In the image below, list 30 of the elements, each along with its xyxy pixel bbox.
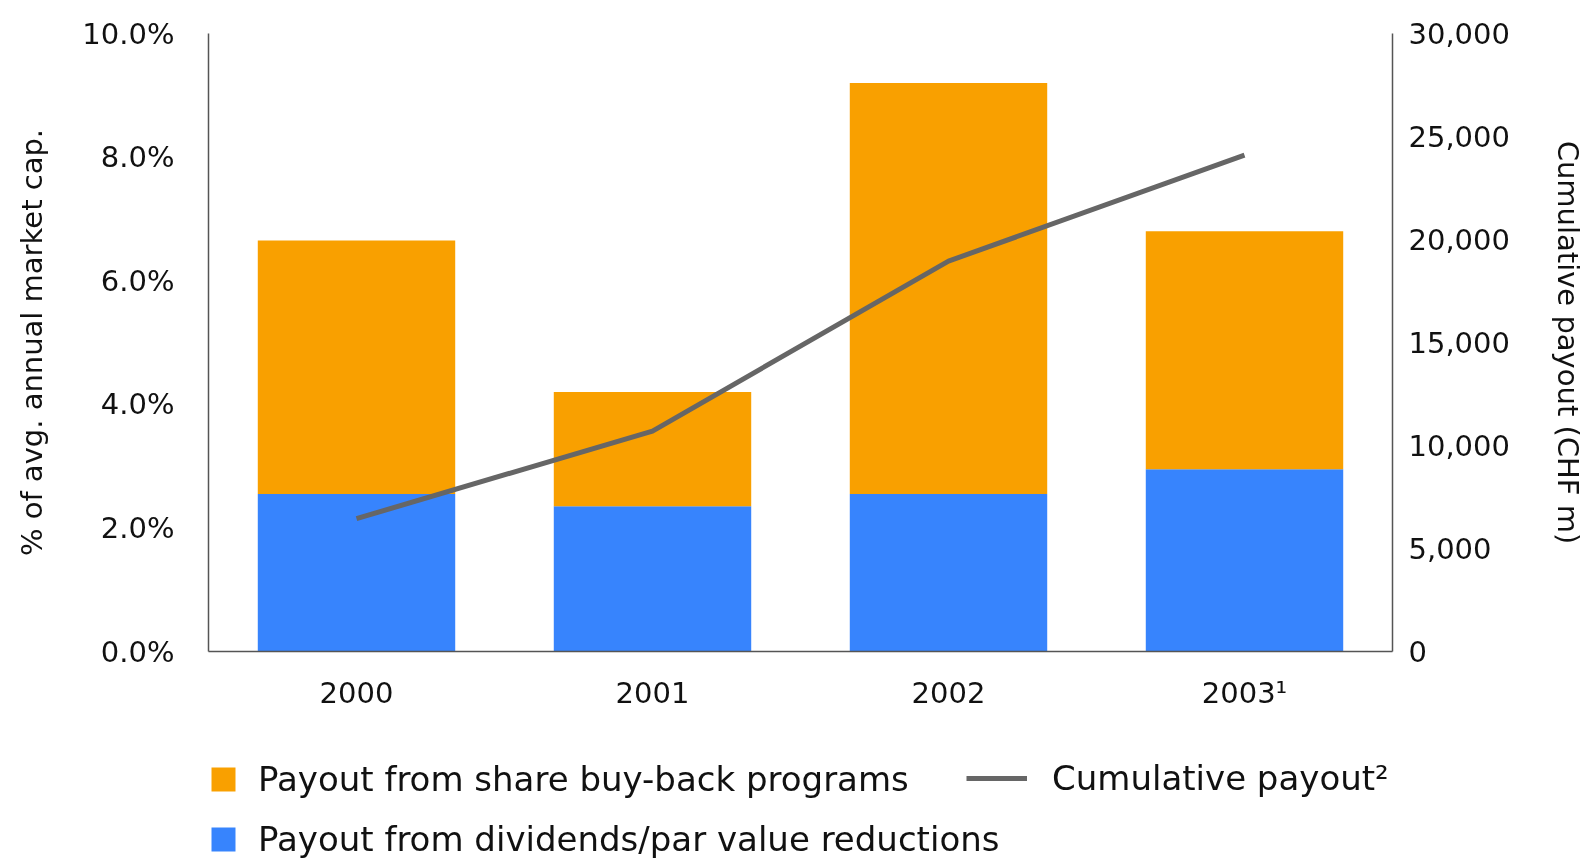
- y-axis-title: % of avg. annual market cap.: [15, 128, 50, 557]
- x-tick-label: 2003¹: [1201, 675, 1288, 710]
- bar: [1145, 469, 1344, 652]
- y-tick-label: 0.0%: [100, 634, 175, 669]
- bar: [553, 391, 752, 507]
- y-tick-label: 10.0%: [82, 16, 175, 51]
- bar: [1145, 231, 1344, 470]
- y2-tick-label: 30,000: [1408, 17, 1510, 51]
- bar: [553, 506, 752, 652]
- y2-axis-title: Cumulative payout (CHF m): [1550, 140, 1585, 545]
- y-tick-label: 6.0%: [100, 263, 175, 298]
- y-tick-label: 2.0%: [100, 510, 175, 545]
- x-tick-label: 2002: [911, 675, 986, 710]
- bar: [257, 240, 456, 494]
- y2-tick-label: 5,000: [1408, 532, 1492, 566]
- y2-tick-label: 20,000: [1408, 223, 1510, 257]
- y2-tick-label: 25,000: [1408, 120, 1510, 154]
- y-tick-label: 4.0%: [100, 387, 175, 422]
- y2-tick-label: 15,000: [1408, 326, 1510, 360]
- legend-label: Payout from dividends/par value reductions: [258, 819, 1000, 859]
- y2-tick-label: 10,000: [1408, 429, 1510, 463]
- legend-label: Payout from share buy-back programs: [258, 759, 909, 799]
- bar: [849, 82, 1048, 494]
- x-tick-label: 2001: [615, 675, 690, 710]
- bar: [257, 493, 456, 652]
- y2-tick-label: 0: [1408, 635, 1427, 669]
- legend-label: Cumulative payout²: [1052, 758, 1389, 798]
- x-tick-label: 2000: [319, 675, 394, 710]
- bar: [849, 493, 1048, 652]
- y-tick-label: 8.0%: [100, 140, 175, 175]
